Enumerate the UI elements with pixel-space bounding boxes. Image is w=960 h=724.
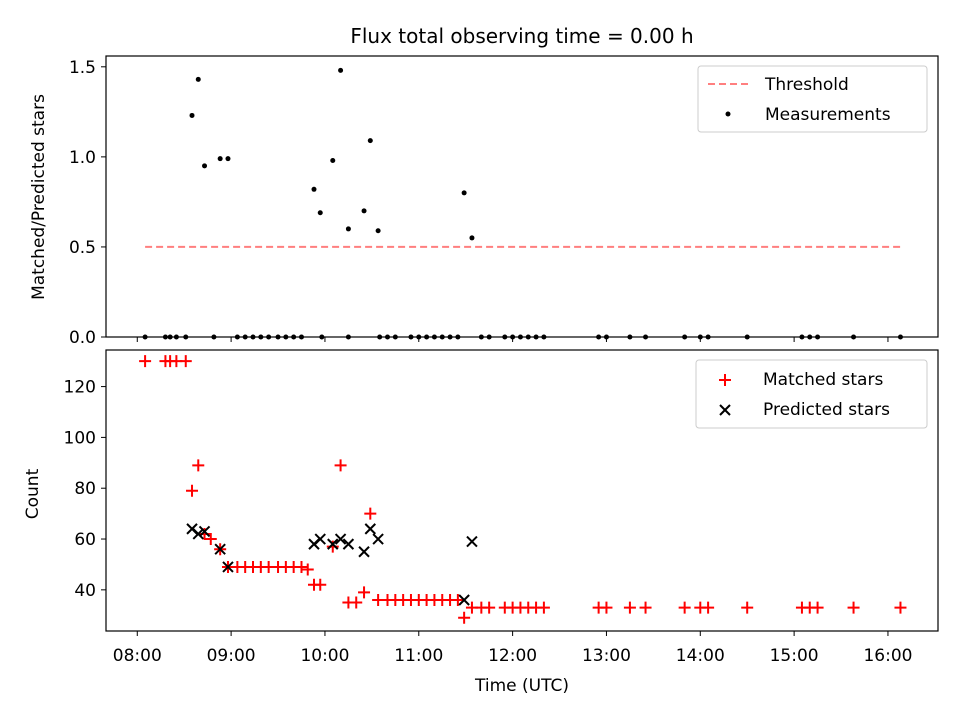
bottom-y-tick-label: 100 [64,428,96,448]
matched-star-point [639,601,652,614]
bottom-x-tick-label: 12:00 [488,646,537,666]
predicted-star-point [334,533,347,545]
top-axes-frame [105,55,939,338]
matched-star-point [334,459,347,472]
top-chart-title: Flux total observing time = 0.00 h [350,24,693,48]
bottom-legend-box [695,359,928,429]
measurement-point [189,112,195,118]
bottom-plot-area [139,355,907,624]
matched-star-point [741,601,754,614]
bottom-x-tick-label: 08:00 [113,646,162,666]
matched-star-point [326,540,339,553]
predicted-star-point [214,543,226,555]
measurement-point [338,67,344,73]
matched-star-point [483,601,496,614]
bottom-x-tick-label: 16:00 [863,646,912,666]
top-y-tick-label: 1.5 [69,58,96,78]
matched-star-point [451,594,464,607]
measurement-point [469,235,475,241]
top-y-axis: 0.0 0.5 1.0 1.5 [69,58,106,348]
top-y-tick-label: 1.0 [69,148,96,168]
matched-star-point [301,563,314,576]
measurement-point [311,186,317,192]
legend-threshold-label: Threshold [764,75,849,95]
predicted-star-point [364,523,377,535]
top-y-tick-label: 0.5 [69,238,96,258]
legend-measurements-label: Measurements [765,105,891,125]
matched-star-point [192,459,205,472]
matched-star-point [204,533,217,546]
matched-star-point [811,601,824,614]
predicted-star-point [458,594,470,606]
bottom-x-axis-label: Time (UTC) [474,676,569,696]
top-legend: Threshold Measurements [697,65,928,133]
measurement-point [330,157,336,163]
matched-star-point [458,611,471,624]
predicted-star-point [327,538,339,550]
predicted-star-point [314,533,326,545]
measurement-point [217,156,223,162]
predicted-star-point [192,528,204,540]
matched-star-point [358,586,371,599]
matched-star-point [678,601,691,614]
bottom-x-tick-label: 13:00 [582,646,631,666]
legend-matched-swatch [719,374,731,386]
matched-star-point [295,560,308,573]
matched-star-point [623,601,636,614]
top-panel: Flux total observing time = 0.00 h 0.00.… [29,24,939,348]
top-y-axis-label: Matched/Predicted stars [29,94,49,300]
measurement-point [367,138,373,144]
matched-star-point [364,507,377,520]
predicted-star-point [342,538,355,550]
bottom-y-tick-label: 80 [74,479,96,499]
bottom-panel: 40 60 80 100 120 08:00 09:00 10:00 11:00 12:00 13… [23,349,939,696]
legend-predicted-swatch [719,404,731,416]
matched-star-point [894,601,907,614]
bottom-x-tick-label: 11:00 [394,646,443,666]
measurement-point [202,163,208,169]
predicted-star-point [358,546,370,558]
matched-star-point [139,355,152,368]
measurement-point [317,210,323,216]
bottom-x-tick-label: 10:00 [300,646,349,666]
top-x-ticks [136,337,889,342]
bottom-y-axis: 40 60 80 100 120 [64,378,106,601]
matched-star-point [186,484,199,497]
predicted-star-point [198,525,211,538]
legend-predicted-label: Predicted stars [763,400,890,420]
bottom-x-axis: 08:00 09:00 10:00 11:00 12:00 13:00 14:00 15:00… [113,631,912,666]
matched-star-point [847,601,860,614]
bottom-x-tick-label: 15:00 [770,646,819,666]
predicted-star-point [466,535,478,548]
matched-star-point [702,601,715,614]
top-legend-box [697,65,928,133]
bottom-y-tick-label: 120 [64,378,96,398]
bottom-legend: Matched stars Predicted stars [695,359,928,429]
matched-star-point [350,596,363,609]
measurement-point [461,190,467,196]
bottom-x-tick-label: 09:00 [207,646,256,666]
bottom-y-tick-label: 40 [74,581,96,601]
bottom-y-tick-label: 60 [74,530,96,550]
measurement-point [195,76,201,82]
matched-star-point [600,601,613,614]
measurement-point [375,228,381,234]
legend-matched-label: Matched stars [763,370,883,390]
matched-star-point [198,527,211,540]
measurement-point [361,208,367,214]
matched-star-point [179,355,192,368]
bottom-x-tick-label: 14:00 [676,646,725,666]
top-y-tick-label: 0.0 [69,328,96,348]
bottom-axes-frame [105,349,939,632]
bottom-y-axis-label: Count [23,468,43,519]
predicted-star-point [372,533,384,545]
predicted-star-point [222,561,234,573]
matched-star-point [537,601,550,614]
measurement-point [225,156,231,162]
matched-star-point [314,578,327,591]
legend-measurements-swatch [725,111,731,117]
measurement-point [345,226,351,232]
